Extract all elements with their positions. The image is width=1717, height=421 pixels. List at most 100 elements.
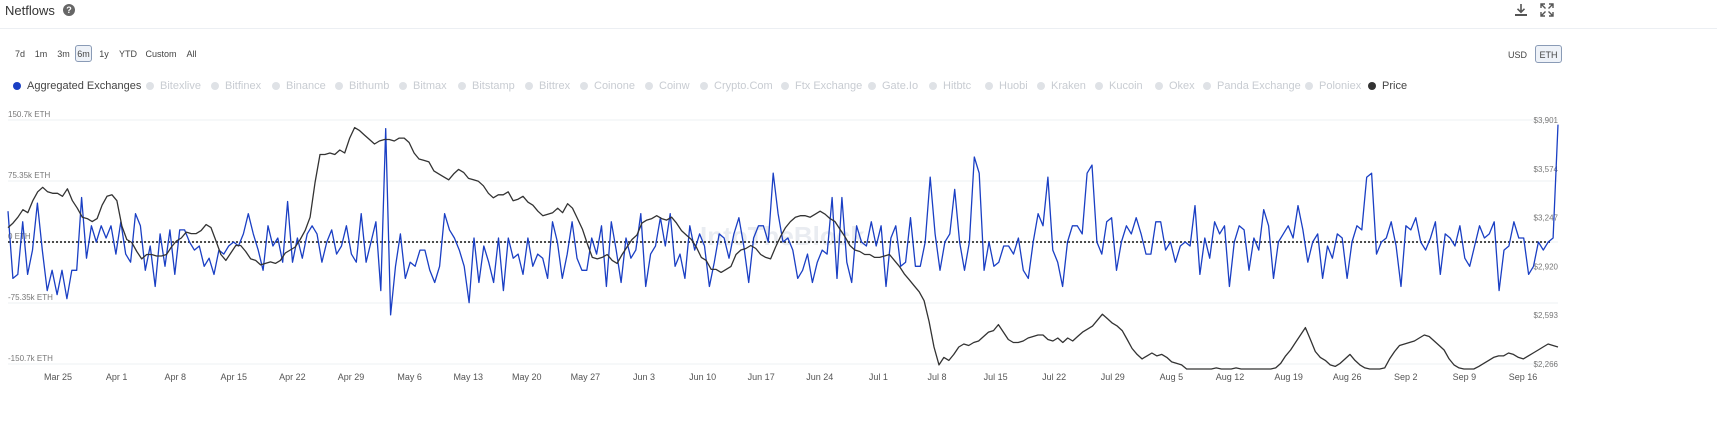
range-button-all[interactable]: All <box>186 49 197 59</box>
legend-label: Ftx Exchange <box>795 80 863 92</box>
legend-dot <box>458 82 466 90</box>
legend-label: Kraken <box>1051 80 1086 92</box>
range-button-6m[interactable]: 6m <box>75 45 92 62</box>
y-left-tick: 150.7k ETH <box>8 110 50 119</box>
legend-label: Crypto.Com <box>714 80 773 92</box>
legend-item-coinw[interactable]: Coinw <box>645 80 690 92</box>
legend-label: Bitexlive <box>160 80 201 92</box>
range-button-1m[interactable]: 1m <box>34 49 48 59</box>
legend-label: Bitstamp <box>472 80 515 92</box>
legend-item-aggregated-exchanges[interactable]: Aggregated Exchanges <box>13 80 141 92</box>
legend-dot <box>399 82 407 90</box>
x-tick: Aug 26 <box>1333 372 1362 382</box>
legend-label: Gate.Io <box>882 80 919 92</box>
legend-label: Coinone <box>594 80 635 92</box>
legend-item-price[interactable]: Price <box>1368 80 1407 92</box>
legend-item-gate-io[interactable]: Gate.Io <box>868 80 918 92</box>
legend-dot <box>335 82 343 90</box>
legend-item-bithumb[interactable]: Bithumb <box>335 80 389 92</box>
chart-header: Netflows ? <box>0 0 1717 28</box>
legend-dot <box>781 82 789 90</box>
legend-dot <box>929 82 937 90</box>
x-tick: Apr 22 <box>279 372 306 382</box>
legend-dot <box>1095 82 1103 90</box>
legend-item-bitfinex[interactable]: Bitfinex <box>211 80 261 92</box>
download-icon[interactable] <box>1513 2 1529 18</box>
series-line-price <box>7 126 1559 370</box>
y-right-tick: $2,266 <box>1534 360 1559 369</box>
x-tick: Jun 24 <box>806 372 833 382</box>
y-left-tick: -150.7k ETH <box>8 354 53 363</box>
legend-dot <box>1368 82 1376 90</box>
legend-item-binance[interactable]: Binance <box>272 80 326 92</box>
legend-item-kraken[interactable]: Kraken <box>1037 80 1086 92</box>
legend-item-bittrex[interactable]: Bittrex <box>525 80 570 92</box>
chart-title: Netflows <box>5 3 55 18</box>
legend-label: Bitmax <box>413 80 447 92</box>
legend-label: Okex <box>1169 80 1195 92</box>
legend-dot <box>700 82 708 90</box>
legend-dot <box>272 82 280 90</box>
y-right-tick: $3,574 <box>1534 165 1559 174</box>
header-divider <box>0 28 1717 29</box>
range-button-1y[interactable]: 1y <box>99 49 109 59</box>
legend-dot <box>13 82 21 90</box>
legend-label: Panda Exchange <box>1217 80 1301 92</box>
legend-dot <box>868 82 876 90</box>
y-left-tick: 0 ETH <box>8 232 31 241</box>
legend-item-crypto-com[interactable]: Crypto.Com <box>700 80 773 92</box>
range-button-3m[interactable]: 3m <box>57 49 70 59</box>
legend-item-kucoin[interactable]: Kucoin <box>1095 80 1143 92</box>
unit-button-eth[interactable]: ETH <box>1535 45 1562 63</box>
legend-label: Price <box>1382 80 1408 92</box>
legend-dot <box>211 82 219 90</box>
y-left-tick: 75.35k ETH <box>8 171 50 180</box>
legend-item-poloniex[interactable]: Poloniex <box>1305 80 1361 92</box>
legend-item-coinone[interactable]: Coinone <box>580 80 635 92</box>
legend-item-ftx-exchange[interactable]: Ftx Exchange <box>781 80 862 92</box>
x-tick: May 20 <box>512 372 542 382</box>
legend-label: Bithumb <box>349 80 390 92</box>
y-right-tick: $2,920 <box>1534 262 1559 271</box>
legend-item-hitbtc[interactable]: Hitbtc <box>929 80 971 92</box>
legend-label: Huobi <box>999 80 1028 92</box>
x-tick: Jun 3 <box>633 372 655 382</box>
x-tick: Sep 2 <box>1394 372 1418 382</box>
x-tick: Sep 16 <box>1509 372 1538 382</box>
help-icon[interactable]: ? <box>63 4 75 16</box>
legend-item-bitstamp[interactable]: Bitstamp <box>458 80 515 92</box>
x-tick: Jul 1 <box>869 372 888 382</box>
y-left-tick: -75.35k ETH <box>8 293 53 302</box>
y-right-tick: $3,901 <box>1534 116 1559 125</box>
y-right-tick: $2,593 <box>1534 311 1559 320</box>
legend-dot <box>985 82 993 90</box>
x-tick: Jul 8 <box>927 372 946 382</box>
legend-item-huobi[interactable]: Huobi <box>985 80 1028 92</box>
range-button-custom[interactable]: Custom <box>145 49 177 59</box>
legend-item-okex[interactable]: Okex <box>1155 80 1195 92</box>
legend-item-bitexlive[interactable]: Bitexlive <box>146 80 201 92</box>
legend-label: Aggregated Exchanges <box>27 80 142 92</box>
x-tick: Apr 8 <box>164 372 186 382</box>
legend-dot <box>1203 82 1211 90</box>
expand-icon[interactable] <box>1539 2 1555 18</box>
x-tick: Aug 12 <box>1216 372 1245 382</box>
legend-dot <box>1305 82 1313 90</box>
x-tick: Apr 1 <box>106 372 128 382</box>
legend-label: Binance <box>286 80 326 92</box>
x-tick: Sep 9 <box>1453 372 1477 382</box>
range-button-ytd[interactable]: YTD <box>119 49 137 59</box>
range-button-7d[interactable]: 7d <box>14 49 25 59</box>
legend-label: Coinw <box>659 80 690 92</box>
x-tick: Jul 22 <box>1042 372 1066 382</box>
legend-item-bitmax[interactable]: Bitmax <box>399 80 447 92</box>
x-tick: Jun 10 <box>689 372 716 382</box>
y-right-tick: $3,247 <box>1534 214 1559 223</box>
unit-button-usd[interactable]: USD <box>1507 50 1527 60</box>
x-tick: Jun 17 <box>748 372 775 382</box>
x-tick: Apr 29 <box>338 372 365 382</box>
legend-label: Bitfinex <box>225 80 262 92</box>
x-tick: May 6 <box>397 372 422 382</box>
legend-item-panda-exchange[interactable]: Panda Exchange <box>1203 80 1301 92</box>
series-line-aggregated-exchanges <box>7 124 1559 316</box>
